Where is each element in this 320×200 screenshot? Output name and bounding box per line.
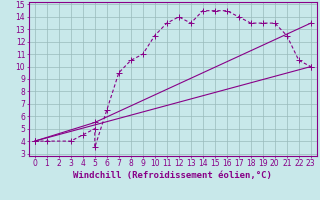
X-axis label: Windchill (Refroidissement éolien,°C): Windchill (Refroidissement éolien,°C) [73, 171, 272, 180]
